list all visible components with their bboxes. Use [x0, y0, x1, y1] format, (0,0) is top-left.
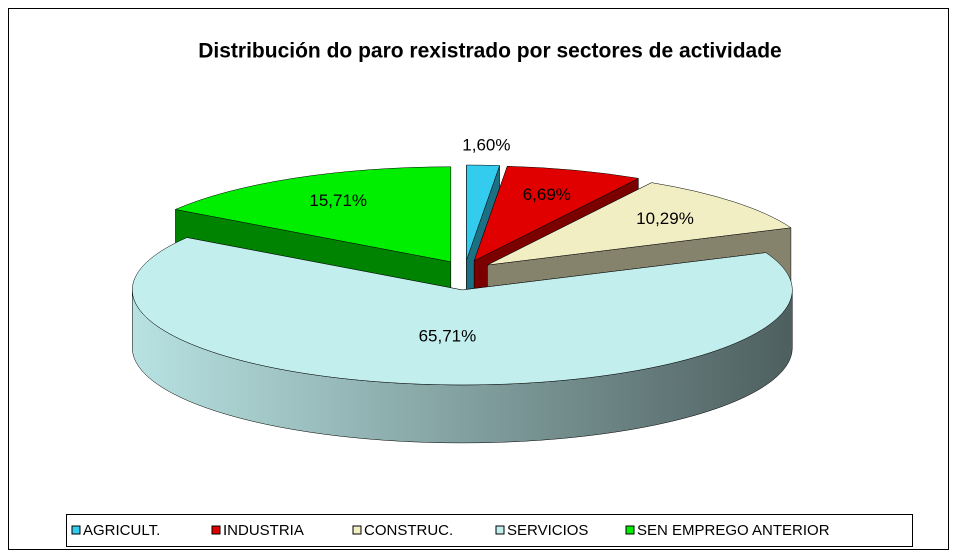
legend-label: SERVICIOS	[507, 522, 588, 539]
legend-label: AGRICULT.	[83, 522, 160, 539]
legend-swatch	[71, 525, 81, 535]
legend-frame	[66, 514, 913, 547]
legend-label: SEN EMPREGO ANTERIOR	[637, 522, 830, 539]
pie-slice	[487, 182, 792, 266]
legend-label: CONSTRUC.	[364, 522, 453, 539]
legend-swatch	[625, 525, 635, 535]
slice-group	[132, 237, 793, 444]
chart-title: Distribución do paro rexistrado por sect…	[198, 40, 782, 63]
pie-slice	[473, 165, 640, 262]
pie-slice	[466, 164, 500, 261]
data-label: 10,29%	[636, 209, 694, 228]
data-label: 6,69%	[523, 185, 571, 204]
pie-slice	[174, 166, 452, 263]
data-label: 65,71%	[419, 327, 477, 346]
pie-slice	[132, 237, 793, 386]
legend-swatch	[352, 525, 362, 535]
legend-swatch	[211, 525, 221, 535]
legend-swatch	[495, 525, 505, 535]
data-label: 15,71%	[309, 191, 367, 210]
legend-label: INDUSTRIA	[223, 522, 304, 539]
data-label: 1,60%	[462, 136, 510, 155]
